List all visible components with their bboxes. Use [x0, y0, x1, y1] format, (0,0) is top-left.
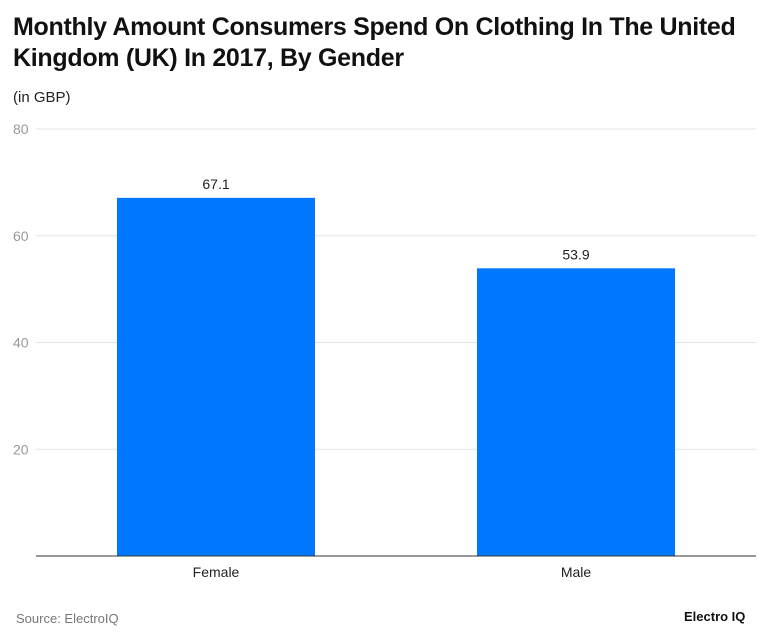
- y-tick-label: 60: [13, 228, 29, 244]
- source-note: Source: ElectroIQ: [16, 611, 119, 626]
- y-tick-label: 40: [13, 335, 29, 351]
- x-tick-label: Male: [561, 564, 592, 580]
- x-tick-label: Female: [193, 564, 240, 580]
- y-tick-label: 80: [13, 121, 29, 137]
- electroiq-logo: Electro IQ: [684, 609, 746, 624]
- bar-female: [117, 197, 315, 556]
- chart-title: Monthly Amount Consumers Spend On Clothi…: [13, 13, 736, 72]
- data-label: 53.9: [562, 246, 589, 262]
- bar-male: [477, 268, 675, 556]
- y-axis-unit-label: (in GBP): [13, 89, 71, 106]
- data-label: 67.1: [202, 176, 229, 192]
- y-tick-label: 20: [13, 441, 29, 457]
